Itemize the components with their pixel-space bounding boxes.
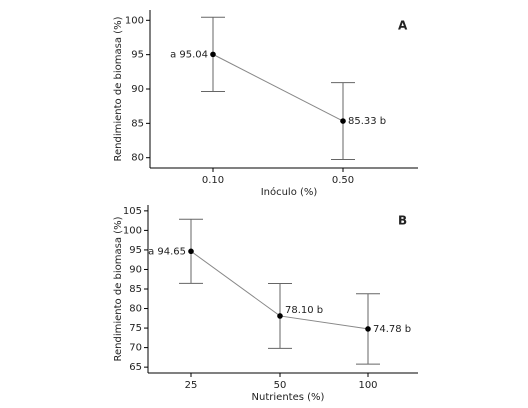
y-tick-label: 105 xyxy=(123,206,142,217)
x-tick-label: 50 xyxy=(274,380,287,391)
y-axis-label: Rendimiento de biomasa (%) xyxy=(113,216,124,361)
y-tick-label: 90 xyxy=(129,264,142,275)
point xyxy=(340,118,346,124)
value-label: 85.33 b xyxy=(348,116,386,127)
y-tick-label: 85 xyxy=(131,118,144,129)
y-tick-label: 95 xyxy=(129,245,142,256)
x-axis-label: Inóculo (%) xyxy=(261,186,318,198)
y-tick-label: 100 xyxy=(125,15,144,26)
x-tick-label: 0.10 xyxy=(202,175,224,186)
y-tick-label: 75 xyxy=(129,323,142,334)
y-tick-label: 70 xyxy=(129,343,142,354)
point xyxy=(210,51,216,58)
y-tick-label: 90 xyxy=(131,84,144,95)
point xyxy=(188,248,194,255)
y-tick-label: 80 xyxy=(131,153,144,164)
y-tick-label: 100 xyxy=(123,225,142,236)
point xyxy=(277,313,283,319)
y-tick-label: 65 xyxy=(129,362,142,373)
panel-label: B xyxy=(398,214,407,228)
x-tick-label: 0.50 xyxy=(332,175,354,186)
line xyxy=(212,53,344,122)
value-label: a 95.04 xyxy=(170,49,208,60)
value-label: 78.10 b xyxy=(285,305,323,316)
x-tick-label: 100 xyxy=(358,380,377,391)
value-label: 74.78 b xyxy=(373,324,411,335)
y-tick-label: 85 xyxy=(129,284,142,295)
y-tick-label: 80 xyxy=(129,304,142,315)
value-label: a 94.65 xyxy=(148,246,186,257)
panel-label: A xyxy=(398,19,408,33)
x-tick-label: 25 xyxy=(185,380,198,391)
point xyxy=(365,326,371,332)
y-tick-label: 95 xyxy=(131,50,144,61)
x-axis-label: Nutrientes (%) xyxy=(252,392,325,403)
y-axis-label: Rendimiento de biomasa (%) xyxy=(113,16,124,161)
